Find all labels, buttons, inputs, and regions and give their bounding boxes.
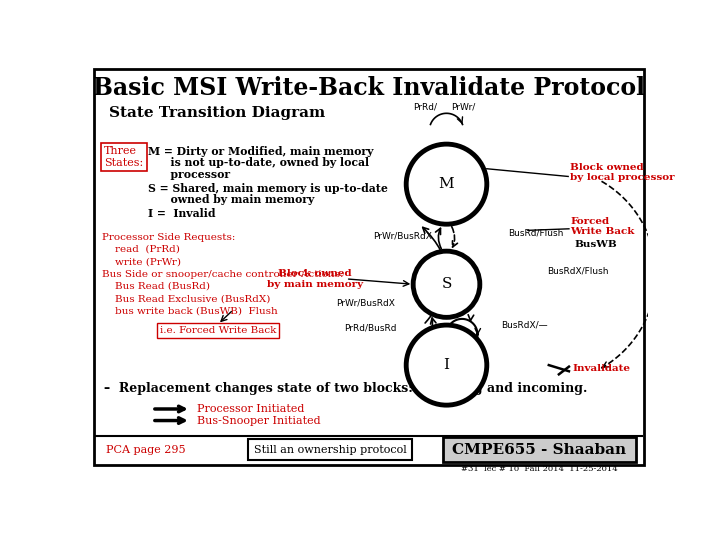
Text: write (PrWr): write (PrWr) <box>102 257 181 266</box>
Text: read  (PrRd): read (PrRd) <box>102 245 179 254</box>
Text: PCA page 295: PCA page 295 <box>106 445 185 455</box>
Text: bus write back (BusWB)  Flush: bus write back (BusWB) Flush <box>102 307 277 315</box>
Text: CMPE655 - Shaaban: CMPE655 - Shaaban <box>452 443 626 457</box>
Text: PrRd/BusRd: PrRd/BusRd <box>344 323 397 333</box>
Ellipse shape <box>406 325 487 405</box>
Text: PrRd/—
BusRd/—: PrRd/— BusRd/— <box>443 356 481 375</box>
Text: Basic MSI Write-Back Invalidate Protocol: Basic MSI Write-Back Invalidate Protocol <box>93 76 645 100</box>
Text: BusRdX/—: BusRdX/— <box>500 321 547 329</box>
Text: Block owned
by main memory: Block owned by main memory <box>266 269 363 288</box>
Ellipse shape <box>406 144 487 224</box>
Text: PrWr/BusRdX: PrWr/BusRdX <box>336 299 395 308</box>
Text: –  Replacement changes state of two blocks: Outgoing and incoming.: – Replacement changes state of two block… <box>104 382 588 395</box>
Text: BusWB: BusWB <box>575 240 617 249</box>
Bar <box>443 437 636 462</box>
Text: Invalidate: Invalidate <box>572 364 630 374</box>
Text: State Transition Diagram: State Transition Diagram <box>109 105 325 119</box>
Text: BusRd/Flush: BusRd/Flush <box>508 228 564 237</box>
Text: PrWr/: PrWr/ <box>451 103 476 112</box>
Text: owned by main memory: owned by main memory <box>148 194 315 205</box>
Text: Processor Side Requests:: Processor Side Requests: <box>102 233 235 242</box>
Text: Still an ownership protocol: Still an ownership protocol <box>254 445 407 455</box>
Text: Bus Side or snooper/cache controller Actions:: Bus Side or snooper/cache controller Act… <box>102 269 343 279</box>
Text: Block owned
by local processor: Block owned by local processor <box>570 163 675 183</box>
Text: processor: processor <box>148 168 230 180</box>
Text: I: I <box>444 358 449 372</box>
Text: Bus-Snooper Initiated: Bus-Snooper Initiated <box>197 416 320 426</box>
Text: M = Dirty or Modified, main memory: M = Dirty or Modified, main memory <box>148 146 374 157</box>
Text: Processor Initiated: Processor Initiated <box>197 404 305 414</box>
Text: PrRd/: PrRd/ <box>413 103 437 112</box>
Text: is not up-to-date, owned by local: is not up-to-date, owned by local <box>148 157 369 168</box>
Text: PrWr/BusRdX: PrWr/BusRdX <box>373 231 432 240</box>
Text: Bus Read Exclusive (BusRdX): Bus Read Exclusive (BusRdX) <box>102 294 270 303</box>
Text: S = Shared, main memory is up-to-date: S = Shared, main memory is up-to-date <box>148 183 388 194</box>
Text: Forced
Write Back: Forced Write Back <box>570 217 635 236</box>
Text: I =  Invalid: I = Invalid <box>148 208 215 219</box>
Text: Three
States:: Three States: <box>104 146 143 168</box>
Text: Bus Read (BusRd): Bus Read (BusRd) <box>102 282 210 291</box>
Text: i.e. Forced Write Back: i.e. Forced Write Back <box>160 326 276 335</box>
Ellipse shape <box>413 251 480 318</box>
Text: BusRdX/Flush: BusRdX/Flush <box>547 267 608 275</box>
Text: S: S <box>441 277 451 291</box>
Text: M: M <box>438 177 454 191</box>
Text: #31  lec # 10  Fall 2014  11-25-2014: #31 lec # 10 Fall 2014 11-25-2014 <box>461 465 618 473</box>
